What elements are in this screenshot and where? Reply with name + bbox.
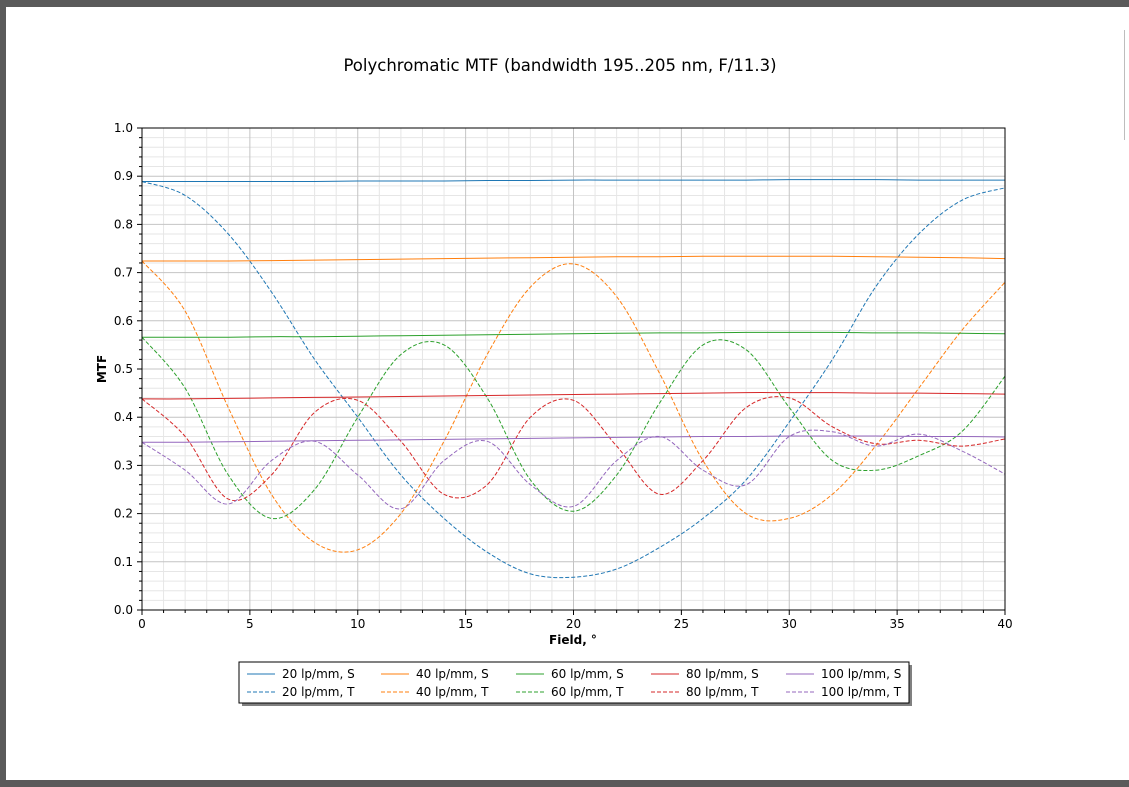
y-tick-label: 0.1	[114, 555, 133, 569]
x-axis-label: Field, °	[549, 633, 597, 647]
y-tick-label: 0.3	[114, 458, 133, 472]
y-tick-label: 0.5	[114, 362, 133, 376]
series-line-20-lp-mm-t	[141, 181, 1006, 579]
y-tick-label: 0.7	[114, 266, 133, 280]
series-line-20-lp-mm-s	[141, 179, 1005, 183]
x-tick-label: 35	[889, 617, 904, 631]
y-tick-label: 0.9	[114, 169, 133, 183]
series-line-60-lp-mm-s	[142, 331, 1006, 338]
series-line-80-lp-mm-t	[141, 396, 1006, 502]
x-tick-label: 25	[674, 617, 689, 631]
legend-label: 40 lp/mm, T	[416, 685, 489, 699]
chart-title: Polychromatic MTF (bandwidth 195..205 nm…	[343, 56, 776, 75]
axis-ticks: 0 5 10 15 20 25 30 35 40 0.0 0.1 0.2 0.3 0.4 0.5 0.6 0.7…	[114, 121, 1013, 631]
y-tick-label: 0.4	[114, 410, 133, 424]
series-line-40-lp-mm-t	[141, 260, 1006, 553]
next-page-border	[1124, 30, 1125, 140]
y-tick-label: 0.0	[114, 603, 133, 617]
y-axis-label: MTF	[95, 355, 109, 383]
series-line-80-lp-mm-s	[141, 392, 1006, 400]
y-tick-label: 1.0	[114, 121, 133, 135]
x-tick-label: 5	[246, 617, 254, 631]
x-tick-label: 10	[350, 617, 365, 631]
chart-legend: 20 lp/mm, S 20 lp/mm, T 40 lp/mm, S 40 lp/m…	[238, 661, 912, 706]
x-tick-label: 20	[566, 617, 581, 631]
legend-label: 100 lp/mm, S	[821, 667, 901, 681]
series-line-100-lp-mm-t	[141, 429, 1006, 510]
x-tick-label: 40	[997, 617, 1012, 631]
x-tick-label: 30	[782, 617, 797, 631]
legend-label: 60 lp/mm, S	[551, 667, 624, 681]
legend-label: 100 lp/mm, T	[821, 685, 902, 699]
legend-label: 60 lp/mm, T	[551, 685, 624, 699]
series-line-40-lp-mm-s	[142, 255, 1006, 262]
major-grid	[142, 128, 1005, 610]
legend-label: 80 lp/mm, T	[686, 685, 759, 699]
y-tick-label: 0.6	[114, 314, 133, 328]
series-layer	[141, 179, 1006, 579]
legend-label: 20 lp/mm, S	[282, 667, 355, 681]
x-tick-label: 15	[458, 617, 473, 631]
y-tick-label: 0.2	[114, 507, 133, 521]
x-tick-label: 0	[138, 617, 146, 631]
legend-label: 20 lp/mm, T	[282, 685, 355, 699]
y-tick-label: 0.8	[114, 217, 133, 231]
legend-items: 20 lp/mm, S 20 lp/mm, T 40 lp/mm, S 40 lp/m…	[247, 667, 902, 699]
series-line-100-lp-mm-s	[141, 435, 1006, 443]
series-line-60-lp-mm-t	[141, 336, 1006, 520]
next-page-edge	[1120, 7, 1129, 780]
legend-label: 80 lp/mm, S	[686, 667, 759, 681]
legend-label: 40 lp/mm, S	[416, 667, 489, 681]
legend-box	[238, 661, 910, 704]
